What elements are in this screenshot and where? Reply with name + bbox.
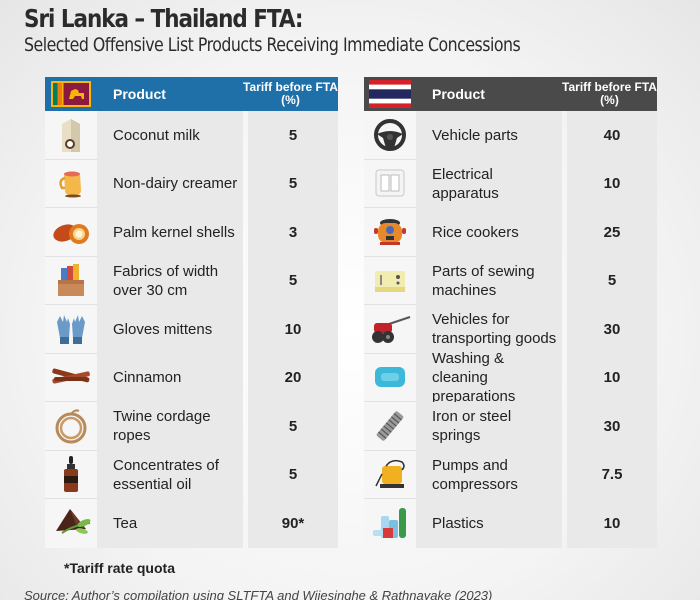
product-name: Electrical apparatus: [416, 159, 562, 208]
footnote: *Tariff rate quota: [64, 560, 175, 576]
product-name: Coconut milk: [97, 111, 243, 160]
sewing-machine-icon: [364, 256, 416, 305]
table-row: Palm kernel shells 3: [45, 208, 338, 257]
soap-bar-icon: [364, 353, 416, 402]
table-row: Concentrates of essential oil 5: [45, 450, 338, 499]
product-name: Concentrates of essential oil: [97, 450, 243, 499]
product-name: Parts of sewing machines: [416, 256, 562, 305]
light-switch-icon: [364, 159, 416, 208]
table-row: Pumps and compressors 7.5: [364, 450, 657, 499]
pump-icon: [364, 450, 416, 499]
table-row: Non-dairy creamer 5: [45, 159, 338, 208]
steel-spring-icon: [364, 402, 416, 451]
product-name: Tea: [97, 499, 243, 548]
table-row: Washing & cleaning preparations 10: [364, 350, 657, 405]
product-name: Washing & cleaning preparations: [416, 350, 562, 405]
table-row: Fabrics of width over 30 cm 5: [45, 256, 338, 305]
table-header: Product Tariff before FTA (%): [364, 77, 657, 111]
thailand-flag-icon: [364, 80, 416, 108]
sri-lanka-table: Product Tariff before FTA (%) Coconut mi…: [45, 77, 338, 548]
table-row: Parts of sewing machines 5: [364, 256, 657, 305]
table-row: Iron or steel springs 30: [364, 402, 657, 451]
tariff-value: 10: [567, 159, 657, 208]
product-name: Twine cordage ropes: [97, 402, 243, 451]
tariff-value: 40: [567, 111, 657, 160]
tariff-value: 5: [248, 256, 338, 305]
column-header-product: Product: [113, 86, 166, 102]
table-row: Plastics 10: [364, 499, 657, 548]
cinnamon-sticks-icon: [45, 353, 97, 402]
coconut-milk-carton-icon: [45, 111, 97, 160]
tariff-value: 5: [567, 256, 657, 305]
table-row: Vehicles for transporting goods 30: [364, 305, 657, 354]
tariff-value: 90*: [248, 499, 338, 548]
table-header: Product Tariff before FTA (%): [45, 77, 338, 111]
column-header-tariff: Tariff before FTA (%): [562, 80, 657, 107]
tariff-value: 10: [567, 499, 657, 548]
table-row: Cinnamon 20: [45, 353, 338, 402]
product-name: Vehicle parts: [416, 111, 562, 160]
page-subtitle: Selected Offensive List Products Receivi…: [24, 34, 521, 56]
rope-coil-icon: [45, 402, 97, 451]
product-name: Plastics: [416, 499, 562, 548]
table-row: Gloves mittens 10: [45, 305, 338, 354]
product-name: Vehicles for transporting goods: [416, 305, 562, 354]
table-row: Vehicle parts 40: [364, 111, 657, 160]
product-name: Non-dairy creamer: [97, 159, 243, 208]
product-name: Iron or steel springs: [416, 402, 562, 451]
plastic-bottles-icon: [364, 499, 416, 548]
tariff-value: 3: [248, 208, 338, 257]
tariff-value: 10: [248, 305, 338, 354]
source-citation: Source: Author’s compilation using SLTFT…: [24, 588, 493, 600]
tariff-value: 20: [248, 353, 338, 402]
product-name: Cinnamon: [97, 353, 243, 402]
product-name: Gloves mittens: [97, 305, 243, 354]
product-name: Rice cookers: [416, 208, 562, 257]
product-name: Pumps and compressors: [416, 450, 562, 499]
table-row: Twine cordage ropes 5: [45, 402, 338, 451]
table-row: Electrical apparatus 10: [364, 159, 657, 208]
tariff-value: 10: [567, 353, 657, 402]
hand-tractor-icon: [364, 305, 416, 354]
tariff-value: 5: [248, 402, 338, 451]
palm-fruit-icon: [45, 208, 97, 257]
gloves-icon: [45, 305, 97, 354]
product-name: Palm kernel shells: [97, 208, 243, 257]
rice-cooker-icon: [364, 208, 416, 257]
column-header-product: Product: [432, 86, 485, 102]
page-title: Sri Lanka – Thailand FTA:: [24, 4, 303, 33]
table-row: Tea 90*: [45, 499, 338, 548]
table-row: Coconut milk 5: [45, 111, 338, 160]
product-name: Fabrics of width over 30 cm: [97, 256, 243, 305]
essential-oil-bottle-icon: [45, 450, 97, 499]
tariff-value: 7.5: [567, 450, 657, 499]
tariff-value: 5: [248, 111, 338, 160]
fabric-box-icon: [45, 256, 97, 305]
column-header-tariff: Tariff before FTA (%): [243, 80, 338, 107]
creamer-jug-icon: [45, 159, 97, 208]
tea-bag-icon: [45, 499, 97, 548]
tariff-value: 5: [248, 450, 338, 499]
tariff-value: 25: [567, 208, 657, 257]
steering-wheel-icon: [364, 111, 416, 160]
table-row: Rice cookers 25: [364, 208, 657, 257]
tariff-value: 30: [567, 305, 657, 354]
sri-lanka-flag-icon: [45, 81, 97, 107]
tariff-value: 30: [567, 402, 657, 451]
tariff-value: 5: [248, 159, 338, 208]
thailand-table: Product Tariff before FTA (%) Vehicle pa…: [364, 77, 657, 548]
